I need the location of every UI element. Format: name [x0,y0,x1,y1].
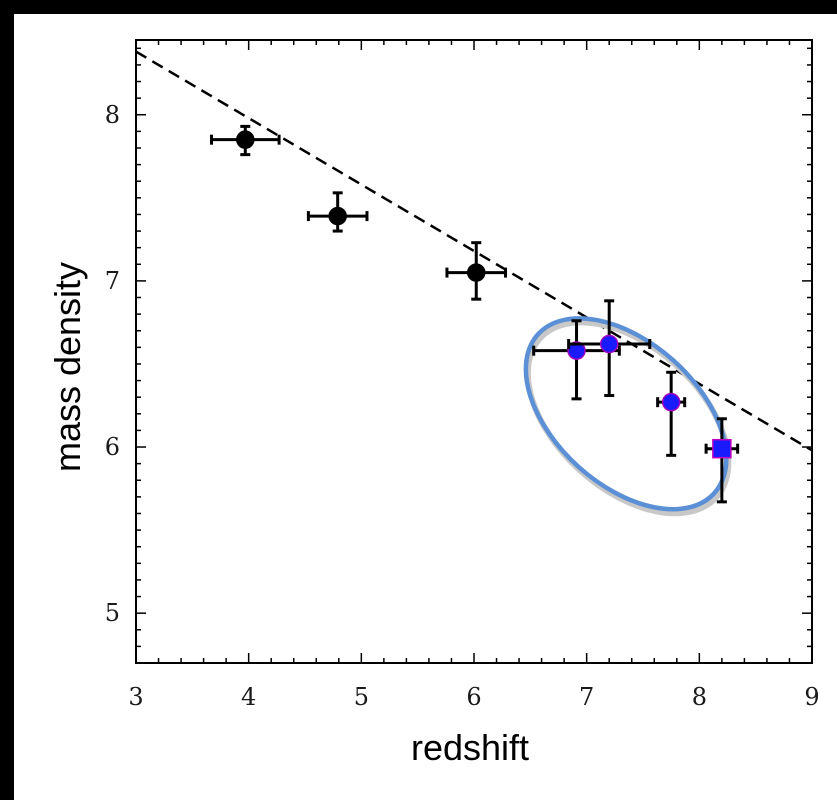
highlight-ellipse-layer [523,316,732,517]
data-point [661,392,681,412]
data-point [567,341,586,360]
x-tick-label: 7 [579,683,594,711]
plot-border [135,39,813,664]
trend-line-layer [135,50,813,452]
x-tick-label: 6 [466,683,481,711]
axis-ticks-layer: 3 4 5 6 7 8 9 5 6 7 8 [105,40,820,711]
x-tick-label: 3 [128,683,143,711]
data-point [328,206,347,226]
plot-frame [135,39,813,664]
data-point-square [712,438,732,459]
x-tick-label: 9 [804,683,819,711]
highlight-ellipse [523,316,729,512]
y-tick-label: 7 [105,267,120,295]
y-tick-label: 8 [105,101,120,129]
y-axis-label: mass density [47,262,88,472]
x-axis-label: redshift [411,727,529,768]
data-point [599,334,619,354]
y-tick-label: 6 [105,433,120,461]
data-point [236,130,255,149]
y-tick-label: 5 [105,599,120,627]
x-tick-label: 4 [241,683,256,711]
x-tick-label: 8 [692,683,707,711]
chart-panel [14,14,837,800]
x-tick-label: 5 [354,683,369,711]
data-point [467,263,486,282]
data-points-layer [209,124,740,504]
trend-line [135,50,813,452]
